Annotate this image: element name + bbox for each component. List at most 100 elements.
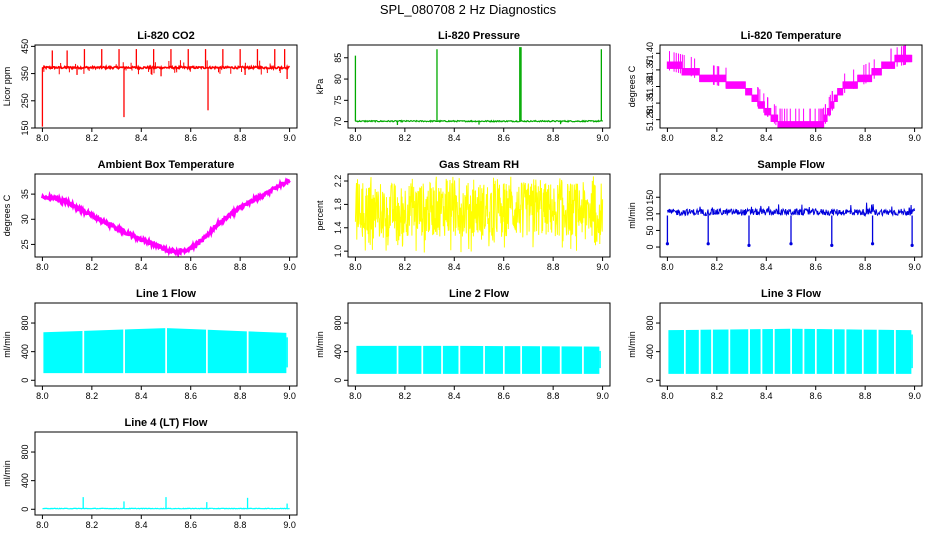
x-tick-label: 8.6 (184, 262, 197, 272)
flow-band-segment (834, 329, 845, 374)
x-tick-label: 8.2 (399, 391, 412, 401)
plot-frame (659, 302, 923, 387)
chart-data-layer (668, 328, 913, 374)
y-tick-label: 2.2 (333, 175, 343, 188)
chart-title: Gas Stream RH (439, 159, 519, 171)
plot-frame (659, 173, 923, 258)
dip-point (665, 242, 670, 246)
y-tick-label: 51.31 (645, 92, 655, 115)
y-tick-label: 50 (645, 225, 655, 235)
y-tick-label: 100 (645, 206, 655, 221)
x-axis: 8.0 8.2 8.4 8.6 8.8 9.0 (36, 515, 296, 530)
flow-band-segment (398, 345, 422, 374)
flow-band-segment (863, 329, 877, 374)
y-axis-label: degrees C (627, 65, 637, 107)
y-tick-label: 1.0 (333, 245, 343, 258)
x-axis: 8.0 8.2 8.4 8.6 8.8 9.0 (36, 386, 296, 401)
x-tick-label: 8.4 (448, 391, 461, 401)
chart-title: Line 2 Flow (449, 288, 509, 300)
flow-band-segment (730, 329, 749, 374)
x-tick-label: 9.0 (283, 391, 296, 401)
x-tick-label: 8.2 (711, 133, 724, 143)
x-tick-label: 9.0 (596, 262, 609, 272)
x-tick-label: 9.0 (283, 262, 296, 272)
chart-title: Line 3 Flow (761, 288, 821, 300)
y-tick-label: 800 (333, 316, 343, 331)
flow-band-segment (166, 328, 207, 374)
figure-title: SPL_080708 2 Hz Diagnostics (379, 2, 557, 17)
chart-title: Li-820 Temperature (741, 30, 842, 42)
x-tick-label: 8.0 (661, 391, 674, 401)
x-tick-label: 8.0 (349, 391, 362, 401)
x-tick-label: 8.8 (859, 133, 872, 143)
flow-band-segment (668, 329, 684, 374)
x-tick-label: 8.2 (86, 133, 99, 143)
y-axis: 51.28 51.34 51.40 51.31 51.37 (645, 42, 660, 131)
y-tick-label: 0 (20, 507, 30, 512)
plot-frame (347, 44, 611, 129)
dip-point (706, 242, 710, 246)
x-axis: 8.0 8.2 8.4 8.6 8.8 9.0 (661, 128, 921, 143)
series-line (666, 202, 916, 218)
x-tick-label: 8.6 (497, 262, 510, 272)
chart-data-layer (356, 345, 601, 374)
chart-panel-1: Li-820 CO2 8.0 8.2 8.4 8.6 8.8 9.0 150 250 350 450… (2, 30, 298, 143)
chart-data-layer (40, 177, 291, 257)
y-tick-label: 35 (20, 189, 30, 199)
flow-band-segment (356, 345, 397, 374)
flow-band-segment (541, 346, 560, 374)
flow-band-segment (749, 329, 761, 374)
flow-band-segment (791, 328, 803, 374)
y-tick-label: 51.40 (645, 42, 655, 65)
y-axis: 150 250 350 450 (20, 39, 35, 136)
chart-data-layer (354, 176, 604, 253)
y-axis: 0 400 800 (333, 316, 348, 383)
chart-title: Li-820 Pressure (438, 30, 520, 42)
flow-band-segment (43, 330, 83, 374)
y-axis-label: ml/min (2, 331, 12, 358)
y-tick-label: 70 (333, 117, 343, 127)
flow-band-segment (484, 345, 503, 374)
chart-title: Sample Flow (757, 159, 825, 171)
y-tick-label: 30 (20, 214, 30, 224)
x-tick-label: 9.0 (596, 133, 609, 143)
y-axis-label: ml/min (2, 460, 12, 487)
y-tick-label: 350 (20, 66, 30, 81)
x-tick-label: 8.6 (809, 133, 822, 143)
x-axis: 8.0 8.2 8.4 8.6 8.8 9.0 (661, 257, 921, 272)
y-axis-label: degrees C (2, 194, 12, 236)
x-tick-label: 8.0 (349, 133, 362, 143)
x-tick-label: 8.4 (135, 520, 148, 530)
x-tick-label: 8.4 (760, 391, 773, 401)
chart-data-layer (41, 49, 290, 127)
flow-band-segment (561, 346, 583, 374)
x-tick-label: 8.8 (234, 133, 247, 143)
flow-band-segment (878, 329, 895, 374)
x-tick-label: 8.6 (184, 391, 197, 401)
chart-data-layer (42, 497, 290, 510)
x-tick-label: 8.0 (661, 133, 674, 143)
x-axis: 8.0 8.2 8.4 8.6 8.8 9.0 (349, 257, 609, 272)
flow-band-segment (583, 346, 600, 374)
chart-panel-7: Line 1 Flow 8.0 8.2 8.4 8.6 8.8 9.0 0 400 800 ml/m… (2, 288, 298, 401)
y-tick-label: 0 (20, 378, 30, 383)
y-axis: 70 75 80 85 (333, 53, 348, 127)
x-axis: 8.0 8.2 8.4 8.6 8.8 9.0 (349, 386, 609, 401)
chart-title: Ambient Box Temperature (98, 159, 235, 171)
chart-panel-8: Line 2 Flow 8.0 8.2 8.4 8.6 8.8 9.0 0 400 800 ml/m… (315, 288, 611, 401)
x-tick-label: 8.6 (497, 391, 510, 401)
x-tick-label: 8.8 (234, 520, 247, 530)
plot-frame (347, 302, 611, 387)
flow-band-segment (762, 328, 773, 374)
y-tick-label: 400 (645, 344, 655, 359)
x-tick-label: 8.2 (86, 262, 99, 272)
x-tick-label: 8.8 (234, 391, 247, 401)
x-tick-label: 8.2 (399, 133, 412, 143)
dip-point (910, 243, 914, 247)
x-axis: 8.0 8.2 8.4 8.6 8.8 9.0 (661, 386, 921, 401)
flow-band-segment (423, 345, 442, 374)
flow-band-segment (774, 328, 791, 374)
flow-band-segment (895, 329, 912, 374)
dip-point (747, 243, 751, 247)
plot-frame (34, 302, 298, 387)
